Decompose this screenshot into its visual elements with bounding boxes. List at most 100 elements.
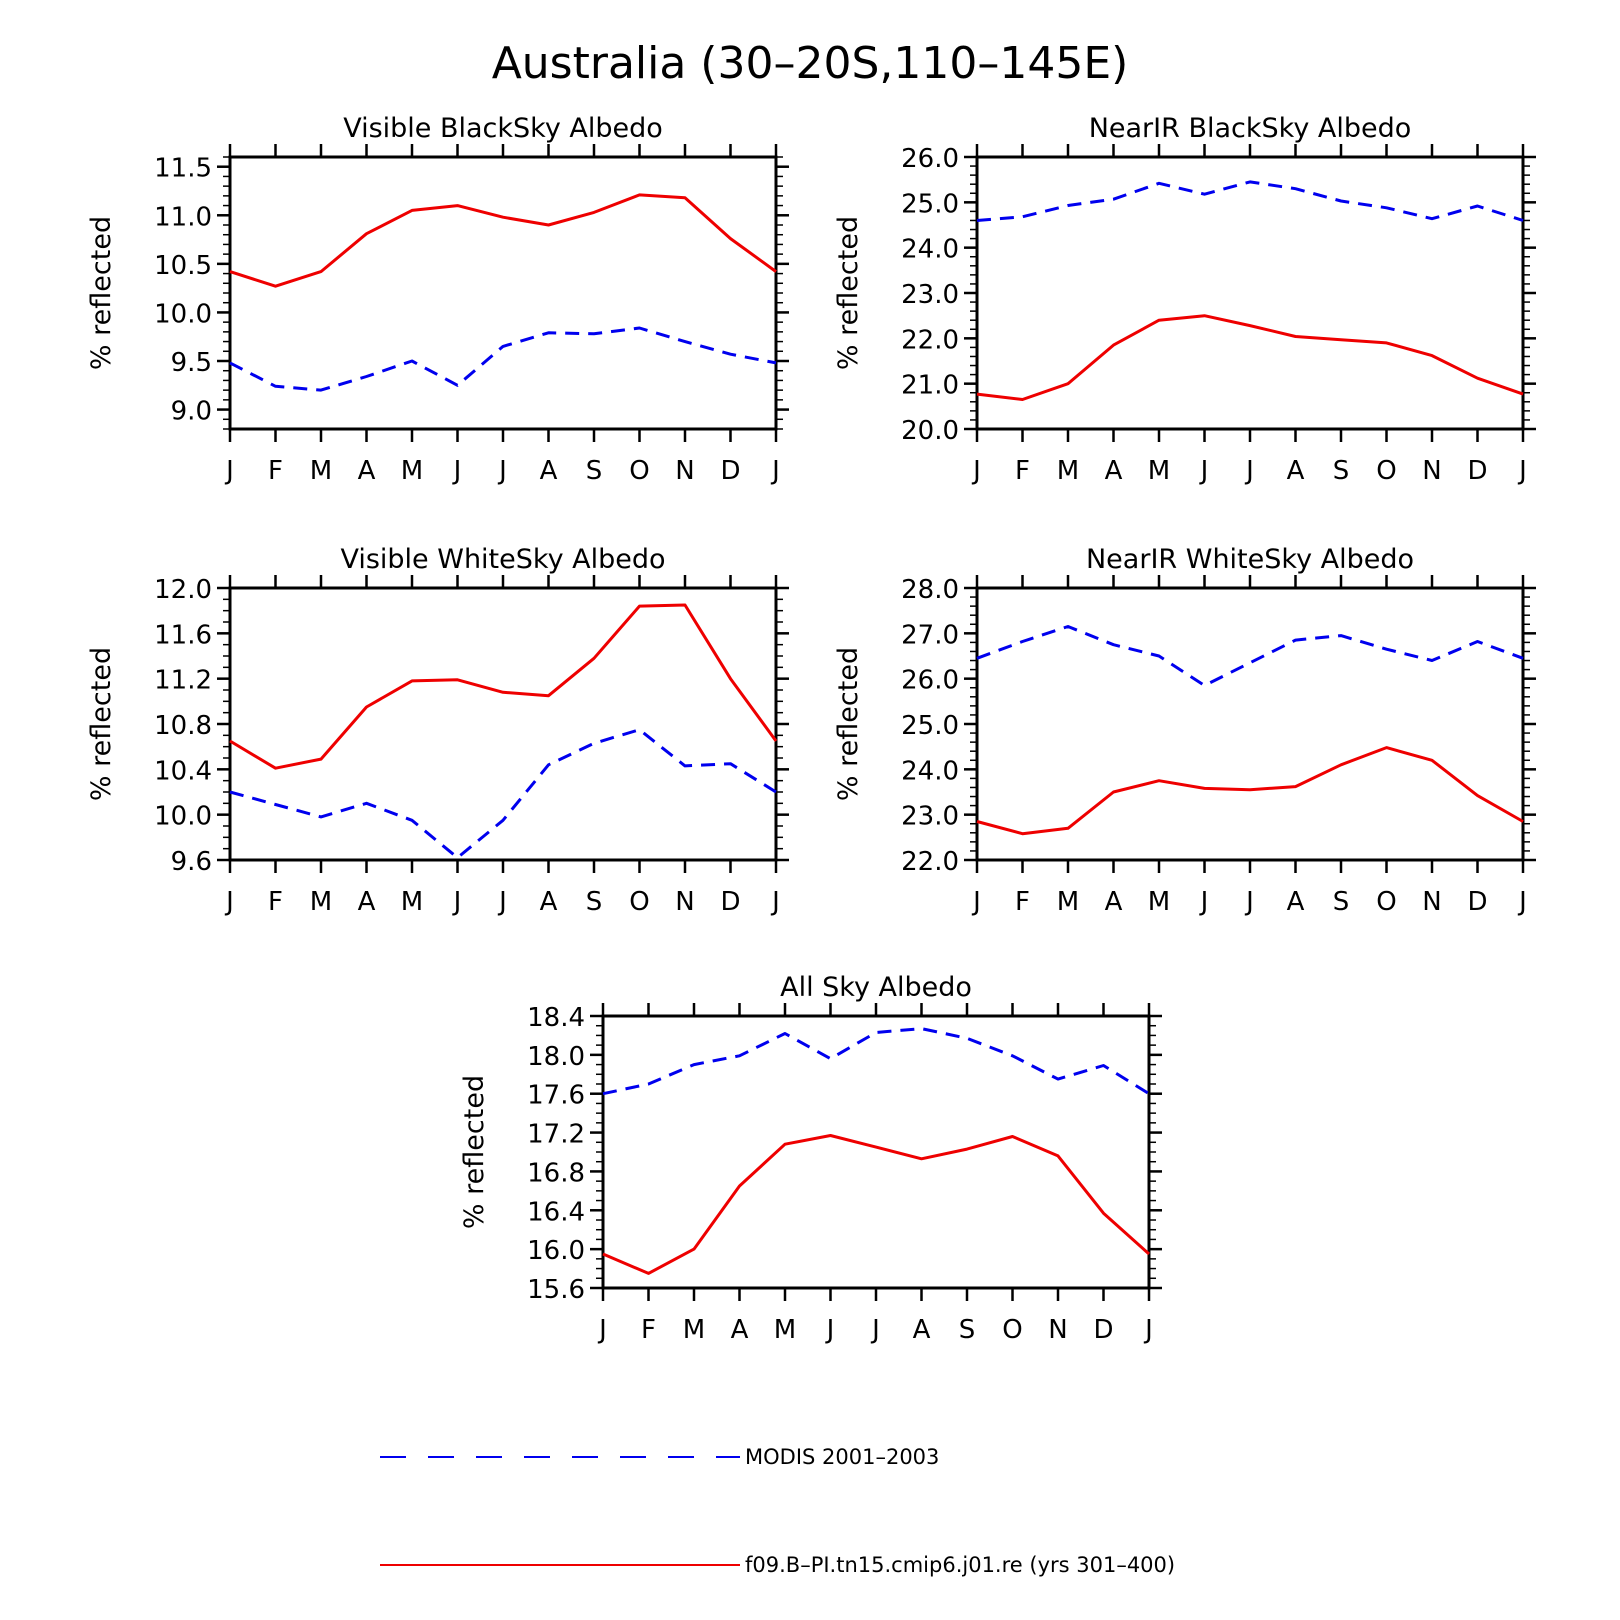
x-tick-label: A (1105, 456, 1123, 486)
x-tick-label: J (224, 887, 234, 917)
y-tick-label: 28.0 (901, 575, 959, 605)
x-tick-label: J (770, 456, 780, 486)
x-tick-label: M (774, 1315, 796, 1345)
series-line-model (602, 1134, 1151, 1275)
y-tick-label: 16.8 (527, 1158, 585, 1188)
plot-frame (975, 586, 1525, 862)
x-tick-label: A (540, 456, 558, 486)
y-tick-label: 23.0 (901, 802, 959, 832)
x-tick-label: F (268, 456, 283, 486)
y-axis-label: % reflected (833, 647, 864, 801)
x-tick-label: J (1143, 1315, 1153, 1345)
x-tick-label: J (452, 456, 462, 486)
x-tick-label: N (1422, 456, 1441, 486)
x-tick-label: O (1376, 456, 1396, 486)
x-tick-label: O (1002, 1315, 1022, 1345)
y-tick-label: 27.0 (901, 620, 959, 650)
y-tick-label: 25.0 (901, 711, 959, 741)
x-tick-label: A (731, 1315, 749, 1345)
x-tick-label: M (1057, 456, 1079, 486)
series-line-model (976, 746, 1524, 836)
panel-title: NearIR BlackSky Albedo (1089, 113, 1412, 144)
x-tick-label: O (629, 887, 649, 917)
y-tick-label: 18.0 (527, 1042, 585, 1072)
plot-frame (228, 155, 778, 431)
x-tick-label: S (1333, 887, 1350, 917)
x-tick-label: J (1244, 456, 1254, 486)
x-tick-label: J (1199, 887, 1209, 917)
x-tick-label: M (1148, 887, 1170, 917)
y-tick-label: 11.6 (154, 620, 212, 650)
series-line-model (229, 193, 777, 288)
x-tick-label: J (597, 1315, 607, 1345)
x-tick-label: J (971, 887, 981, 917)
x-tick-label: N (1048, 1315, 1067, 1345)
series-line-model (229, 603, 778, 770)
x-tick-label: J (1517, 887, 1527, 917)
panel-title: Visible BlackSky Albedo (343, 113, 663, 144)
x-tick-label: N (1422, 887, 1441, 917)
series-line-model (976, 314, 1524, 401)
y-axis-label: % reflected (833, 216, 864, 370)
x-tick-label: M (1148, 456, 1170, 486)
series-line-modis (976, 625, 1524, 687)
y-axis-label: % reflected (459, 1075, 490, 1229)
x-tick-label: D (720, 887, 740, 917)
x-tick-label: F (268, 887, 283, 917)
x-tick-label: J (825, 1315, 835, 1345)
figure-title: Australia (30–20S,110–145E) (492, 38, 1129, 89)
y-tick-label: 17.6 (527, 1081, 585, 1111)
x-tick-label: D (1467, 887, 1487, 917)
x-tick-label: M (401, 887, 423, 917)
x-tick-label: O (629, 456, 649, 486)
x-tick-label: D (720, 456, 740, 486)
legend-label-modis: MODIS 2001–2003 (745, 1445, 939, 1469)
y-axis-label: % reflected (86, 647, 117, 801)
x-tick-label: A (1287, 456, 1305, 486)
x-tick-label: S (1333, 456, 1350, 486)
x-tick-label: J (497, 887, 507, 917)
y-tick-label: 26.0 (901, 666, 959, 696)
x-tick-label: F (1015, 887, 1030, 917)
y-tick-label: 10.0 (154, 802, 212, 832)
x-tick-label: A (913, 1315, 931, 1345)
y-tick-label: 24.0 (901, 235, 959, 265)
y-tick-label: 9.6 (171, 847, 212, 877)
x-tick-label: F (641, 1315, 656, 1345)
x-tick-label: S (586, 887, 603, 917)
legend-label-model: f09.B–PI.tn15.cmip6.j01.re (yrs 301–400) (745, 1553, 1175, 1577)
x-tick-label: S (959, 1315, 976, 1345)
series-line-modis (229, 728, 777, 860)
x-tick-label: J (224, 456, 234, 486)
x-tick-label: J (452, 887, 462, 917)
y-tick-label: 10.4 (154, 756, 212, 786)
x-tick-label: D (1093, 1315, 1113, 1345)
x-tick-label: J (971, 456, 981, 486)
x-tick-label: S (586, 456, 603, 486)
x-tick-label: A (1287, 887, 1305, 917)
series-line-modis (602, 1027, 1150, 1096)
x-tick-label: M (310, 887, 332, 917)
x-tick-label: N (675, 887, 694, 917)
series-line-modis (229, 326, 777, 392)
x-tick-label: A (540, 887, 558, 917)
y-tick-label: 11.5 (154, 154, 212, 184)
x-tick-label: J (1517, 456, 1527, 486)
y-tick-label: 10.5 (154, 251, 212, 281)
x-tick-label: N (675, 456, 694, 486)
y-tick-label: 23.0 (901, 280, 959, 310)
panel-title: Visible WhiteSky Albedo (340, 544, 665, 575)
x-tick-label: A (358, 887, 376, 917)
x-tick-label: M (683, 1315, 705, 1345)
x-tick-label: M (401, 456, 423, 486)
y-tick-label: 10.0 (154, 299, 212, 329)
y-tick-label: 22.0 (901, 847, 959, 877)
y-tick-label: 21.0 (901, 371, 959, 401)
y-tick-label: 10.8 (154, 711, 212, 741)
x-tick-label: M (310, 456, 332, 486)
